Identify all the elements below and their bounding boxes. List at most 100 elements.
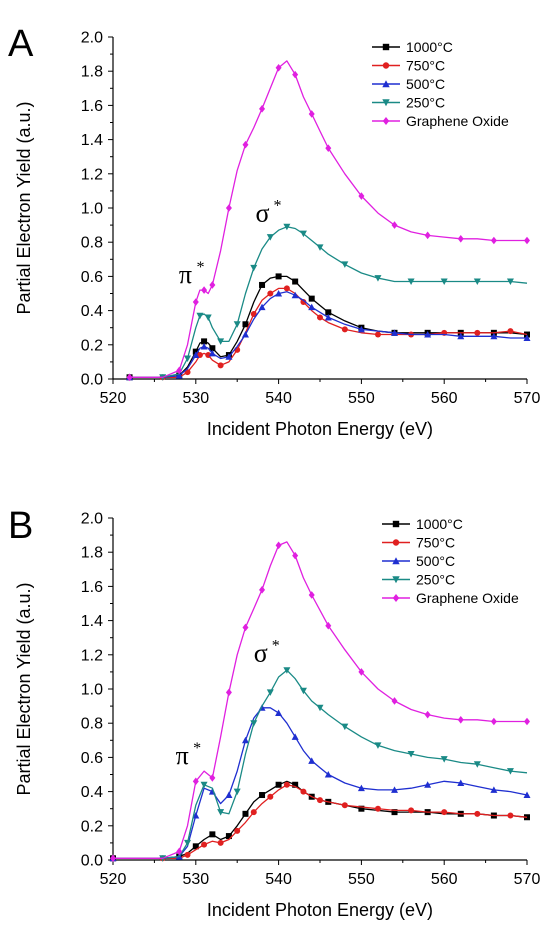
y-tick-label: 0.0 xyxy=(81,372,103,389)
data-point xyxy=(283,781,290,788)
chart-panel-B: B 520 530 540 550 560 570 0.0 0.2 0.4 0.6 0.8 1.0 1.2… xyxy=(8,505,540,920)
data-point xyxy=(275,541,282,550)
data-point xyxy=(225,791,233,799)
data-point xyxy=(208,349,216,357)
y-tick-label: 2.0 xyxy=(81,511,103,528)
data-point xyxy=(259,281,266,288)
legend: 1000°C 750°C 500°C 250°C Graphene Oxide xyxy=(372,39,509,129)
data-point xyxy=(300,788,307,795)
x-tick-label: 550 xyxy=(348,871,375,888)
data-point xyxy=(209,345,216,352)
data-point xyxy=(267,290,274,297)
data-point xyxy=(299,230,307,238)
annotation-superscript: * xyxy=(193,740,201,757)
data-point xyxy=(341,723,349,731)
data-point xyxy=(424,331,432,338)
data-point xyxy=(250,311,257,318)
data-point xyxy=(300,299,307,306)
legend-label: Graphene Oxide xyxy=(416,590,519,606)
data-point xyxy=(324,771,332,778)
data-point xyxy=(205,352,212,359)
data-point xyxy=(192,298,199,306)
data-point xyxy=(308,295,315,302)
series-500°C xyxy=(126,290,531,381)
legend-label: 750°C xyxy=(406,58,445,74)
annotation-superscript: * xyxy=(273,198,281,215)
data-point xyxy=(266,689,274,696)
data-point xyxy=(209,281,216,289)
series-line xyxy=(129,226,528,378)
data-point xyxy=(324,313,332,321)
data-point xyxy=(325,144,332,152)
y-tick-label: 0.2 xyxy=(81,818,103,835)
y-tick-label: 0.4 xyxy=(81,303,103,320)
y-tick-label: 1.0 xyxy=(81,682,103,699)
legend-label: 1000°C xyxy=(406,39,453,55)
x-tick-label: 540 xyxy=(265,871,292,888)
data-point xyxy=(391,329,399,336)
data-point xyxy=(176,847,183,856)
data-point xyxy=(374,805,381,812)
data-point xyxy=(275,709,283,716)
data-point xyxy=(523,791,531,799)
data-point xyxy=(308,591,315,599)
annotation-label: π xyxy=(179,260,192,289)
data-point xyxy=(217,362,224,369)
data-point xyxy=(192,812,200,819)
data-point xyxy=(259,586,266,594)
x-tick-label: 520 xyxy=(100,871,127,888)
data-point xyxy=(241,331,249,338)
data-point xyxy=(358,192,365,200)
data-point xyxy=(242,140,249,149)
data-point xyxy=(457,715,464,724)
y-tick-label: 0.2 xyxy=(81,337,103,354)
data-point xyxy=(524,717,530,726)
chart-panel-A: A 520 530 540 550 560 570 0.0 0.2 0.4 0.6 0.8 1.0 1.2… xyxy=(8,23,540,439)
data-point xyxy=(266,234,274,241)
data-point xyxy=(408,807,415,814)
data-point xyxy=(507,328,514,335)
data-point xyxy=(341,802,348,809)
y-tick-label: 1.2 xyxy=(81,166,103,183)
series-250°C xyxy=(129,223,528,381)
y-tick-label: 0.6 xyxy=(81,269,103,286)
legend: 1000°C 750°C 500°C 250°C Graphene Oxide xyxy=(382,516,519,606)
data-point xyxy=(176,366,183,375)
y-tick-label: 1.4 xyxy=(81,132,103,149)
x-tick-label: 530 xyxy=(182,390,209,407)
y-tick-label: 2.0 xyxy=(81,30,103,47)
data-point xyxy=(292,70,299,79)
data-point xyxy=(391,786,399,793)
y-tick-label: 1.8 xyxy=(81,545,103,562)
data-point xyxy=(317,314,323,321)
data-point xyxy=(275,63,282,72)
data-point xyxy=(374,275,382,282)
data-point xyxy=(192,777,199,786)
data-point xyxy=(391,697,398,705)
y-axis-label: Partial Electron Yield (a.u.) xyxy=(14,582,34,795)
data-point xyxy=(473,761,481,768)
y-tick-label: 0.8 xyxy=(81,235,103,252)
series-Graphene Oxide xyxy=(126,60,530,382)
data-point xyxy=(341,326,348,333)
data-point xyxy=(217,338,225,345)
series-line xyxy=(113,784,528,859)
legend-label: 250°C xyxy=(416,572,455,588)
data-point xyxy=(316,704,324,712)
legend-marker xyxy=(382,99,390,107)
data-point xyxy=(308,110,315,118)
series-line xyxy=(129,275,528,378)
data-point xyxy=(308,757,316,764)
data-point xyxy=(225,353,233,360)
panel-label: B xyxy=(8,505,33,547)
data-point xyxy=(291,733,299,740)
x-axis-label: Incident Photon Energy (eV) xyxy=(207,900,433,920)
x-tick-label: 570 xyxy=(514,390,541,407)
legend-marker xyxy=(382,117,390,125)
series-line xyxy=(113,669,528,859)
data-point xyxy=(233,788,241,796)
y-tick-label: 0.0 xyxy=(81,853,103,870)
data-point xyxy=(233,321,241,328)
data-point xyxy=(241,736,249,744)
